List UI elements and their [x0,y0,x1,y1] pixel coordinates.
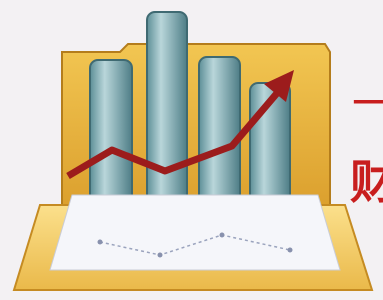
illustration: 一 财 [0,0,383,300]
page: 一 财 (() => { const data = JSON.parse(doc… [0,0,383,300]
bar [147,12,187,222]
heading-char: 一 [352,79,383,128]
heading-char: 财 [350,155,383,209]
paper [50,195,340,270]
